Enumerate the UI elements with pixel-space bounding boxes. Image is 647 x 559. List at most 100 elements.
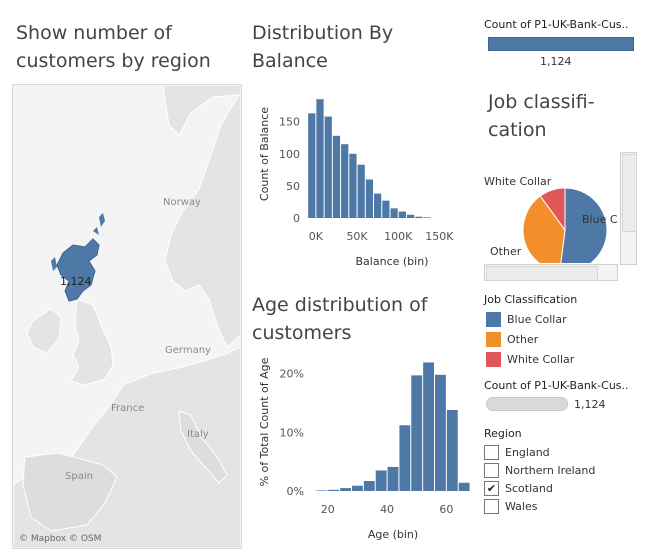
age-bar[interactable] xyxy=(352,485,363,491)
pie-horizontal-scrollbar[interactable] xyxy=(484,264,618,281)
age-y-tick-label: 10% xyxy=(280,426,304,439)
age-x-tick-label: 60 xyxy=(439,503,453,516)
kpi-count-title: Count of P1-UK-Bank-Cus.. xyxy=(484,18,629,31)
balance-y-tick-label: 150 xyxy=(279,116,300,129)
region-option-label: England xyxy=(505,446,550,459)
legend-title: Job Classification xyxy=(484,293,578,306)
balance-bar[interactable] xyxy=(349,153,357,218)
balance-y-tick-label: 50 xyxy=(286,180,300,193)
balance-x-tick-label: 50K xyxy=(346,230,368,243)
region-option-england[interactable]: England xyxy=(484,444,550,461)
balance-histogram[interactable]: Count of Balance Balance (bin) 0 50 100 150… xyxy=(252,84,478,274)
balance-bar[interactable] xyxy=(398,211,406,218)
pie-slice-other[interactable] xyxy=(522,195,566,263)
age-bar[interactable] xyxy=(399,425,411,491)
age-bar[interactable] xyxy=(423,362,434,491)
legend-label: Blue Collar xyxy=(507,312,567,326)
age-bar[interactable] xyxy=(328,489,340,491)
map-italy xyxy=(178,410,228,484)
region-filter-title: Region xyxy=(484,427,522,440)
balance-x-tick-label: 150K xyxy=(425,230,454,243)
pie-slice-white-collar[interactable] xyxy=(539,187,566,232)
age-bar[interactable] xyxy=(435,374,446,491)
kpi-bottom-pill[interactable] xyxy=(486,397,568,411)
map-title: Show number of customers by region xyxy=(16,22,211,72)
region-checkbox-scotland[interactable]: ✔ xyxy=(484,481,499,496)
age-bar[interactable] xyxy=(340,488,351,491)
balance-bar[interactable] xyxy=(382,200,390,218)
legend-label: Other xyxy=(507,332,539,346)
age-y-tick-label: 20% xyxy=(280,368,304,381)
job-pie-viewport[interactable]: White Collar Blue C Other xyxy=(484,160,618,263)
balance-bar[interactable] xyxy=(324,116,332,218)
balance-y-tick-label: 0 xyxy=(293,212,300,225)
age-bar[interactable] xyxy=(387,466,399,491)
balance-bar[interactable] xyxy=(423,217,431,218)
age-y-axis-title: % of Total Count of Age xyxy=(258,357,271,486)
map-iberia xyxy=(22,452,118,532)
balance-bar[interactable] xyxy=(406,214,415,218)
map-ireland xyxy=(26,308,62,354)
balance-bar[interactable] xyxy=(332,135,341,218)
region-option-wales[interactable]: Wales xyxy=(484,498,537,515)
region-map[interactable]: Norway Germany France Italy Spain 1,124 … xyxy=(12,84,242,549)
legend-swatch-white-collar xyxy=(486,351,501,367)
region-option-scotland[interactable]: ✔ Scotland xyxy=(484,480,553,497)
balance-bar[interactable] xyxy=(316,99,324,218)
legend-item-white-collar[interactable]: White Collar xyxy=(486,351,574,367)
balance-bar[interactable] xyxy=(341,144,349,218)
balance-bar[interactable] xyxy=(415,216,423,218)
map-value-label: 1,124 xyxy=(60,275,92,288)
balance-bar[interactable] xyxy=(365,179,374,218)
pie-slice-blue-collar[interactable] xyxy=(560,187,608,263)
map-scotland-islands[interactable] xyxy=(51,213,105,271)
map-scotland-region[interactable] xyxy=(56,238,100,302)
job-pie-chart[interactable] xyxy=(484,160,618,263)
age-x-tick-label: 20 xyxy=(321,503,335,516)
balance-x-tick-label: 100K xyxy=(384,230,413,243)
region-checkbox-wales[interactable] xyxy=(484,499,499,514)
age-histogram[interactable]: % of Total Count of Age Age (bin) 0% 10% 2… xyxy=(252,350,478,546)
job-chart-title: Job classifi- cation xyxy=(488,91,595,141)
pie-label-other: Other xyxy=(490,245,522,258)
map-canvas[interactable] xyxy=(13,85,241,548)
balance-bar[interactable] xyxy=(357,164,365,218)
pie-vertical-scrollbar[interactable] xyxy=(620,152,637,265)
age-bar[interactable] xyxy=(375,470,387,491)
region-checkbox-england[interactable] xyxy=(484,445,499,460)
legend-item-other[interactable]: Other xyxy=(486,331,538,347)
pie-vertical-scroll-thumb[interactable] xyxy=(622,154,637,232)
map-label-italy: Italy xyxy=(187,429,209,440)
balance-bar[interactable] xyxy=(390,208,398,218)
legend-swatch-blue-collar xyxy=(486,311,501,327)
balance-chart-title: Distribution By Balance xyxy=(252,22,394,72)
kpi-count-bar[interactable] xyxy=(488,37,634,51)
pie-horizontal-scroll-thumb[interactable] xyxy=(486,266,598,281)
map-label-germany: Germany xyxy=(165,345,211,356)
age-bar[interactable] xyxy=(411,375,423,491)
balance-x-axis-title: Balance (bin) xyxy=(356,255,429,268)
age-bar[interactable] xyxy=(363,481,375,491)
region-option-label: Scotland xyxy=(505,482,553,495)
age-y-tick-label: 0% xyxy=(287,485,304,498)
region-checkbox-northern-ireland[interactable] xyxy=(484,463,499,478)
age-bar[interactable] xyxy=(446,410,458,491)
region-option-label: Northern Ireland xyxy=(505,464,596,477)
map-label-france: France xyxy=(111,403,145,414)
map-label-norway: Norway xyxy=(163,197,201,208)
map-attribution[interactable]: © Mapbox © OSM xyxy=(19,534,102,544)
age-chart-title: Age distribution of customers xyxy=(252,294,428,344)
region-option-northern-ireland[interactable]: Northern Ireland xyxy=(484,462,595,479)
age-bar[interactable] xyxy=(316,490,328,491)
legend-swatch-other xyxy=(486,331,501,347)
balance-y-axis-title: Count of Balance xyxy=(258,107,271,201)
kpi-bottom-title: Count of P1-UK-Bank-Cus.. xyxy=(484,379,629,392)
kpi-bottom-value: 1,124 xyxy=(574,398,606,411)
pie-label-blue-collar: Blue C xyxy=(582,213,618,226)
legend-item-blue-collar[interactable]: Blue Collar xyxy=(486,311,567,327)
region-option-label: Wales xyxy=(505,500,538,513)
balance-bar[interactable] xyxy=(308,113,316,218)
age-bar[interactable] xyxy=(458,482,470,491)
balance-bar[interactable] xyxy=(374,193,382,218)
map-england xyxy=(70,298,114,386)
